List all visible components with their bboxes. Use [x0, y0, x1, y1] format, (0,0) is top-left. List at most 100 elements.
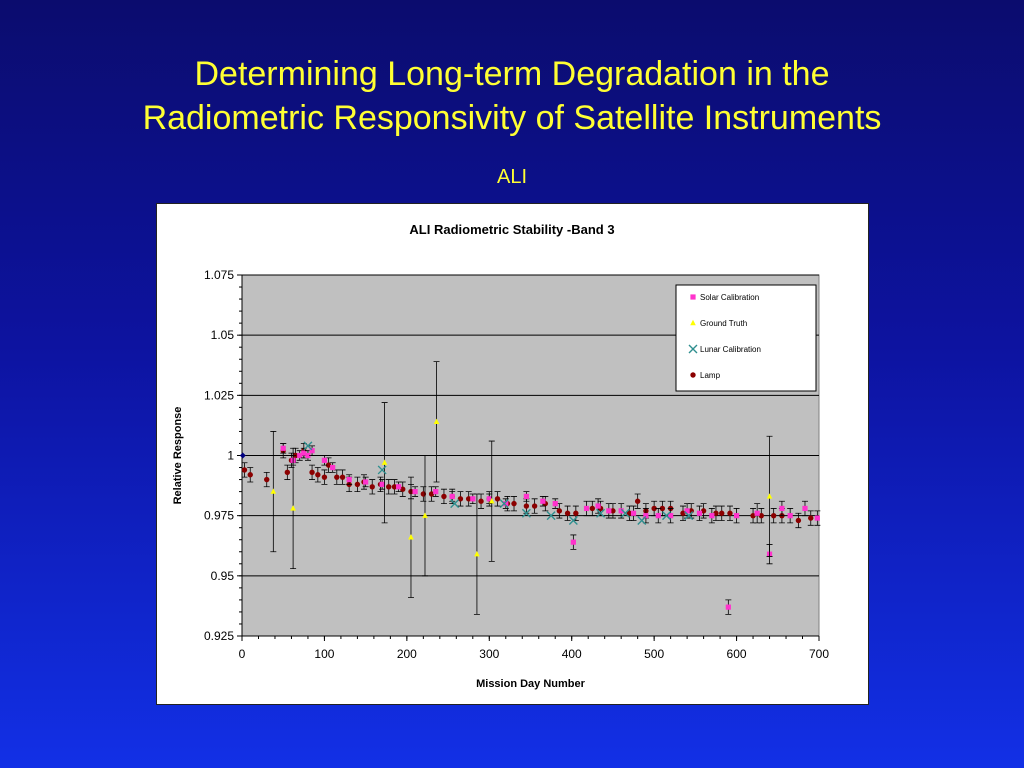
x-tick-label: 600: [727, 647, 747, 661]
lunar-calibration-point: [546, 511, 556, 521]
lamp-point: [758, 512, 764, 519]
solar-calibration-point: [754, 510, 760, 516]
legend-marker-ground-truth: [690, 319, 696, 326]
lamp-point: [339, 474, 346, 480]
solar-calibration-point: [396, 484, 402, 490]
lunar-calibration-point: [450, 499, 460, 509]
lunar-calibration-point: [620, 508, 630, 518]
ground-truth-point: [422, 512, 428, 518]
ground-truth-point: [433, 418, 440, 425]
lamp-point: [719, 510, 725, 516]
solar-calibration-point: [470, 496, 476, 502]
solar-calibration-point: [696, 510, 703, 516]
solar-calibration-point: [606, 508, 612, 514]
lunar-calibration-point: [637, 515, 647, 525]
lunar-calibration-point: [662, 511, 672, 521]
lamp-point: [247, 472, 253, 478]
lamp-point: [441, 493, 447, 500]
solar-calibration-point: [433, 489, 439, 495]
lamp-point: [750, 512, 756, 519]
ground-truth-point: [474, 550, 480, 557]
solar-calibration-point: [346, 476, 352, 483]
solar-calibration-point: [503, 501, 509, 507]
x-tick-label: 400: [562, 647, 582, 661]
chart-title: ALI Radiometric Stability -Band 3: [409, 222, 614, 237]
solar-calibration-point: [630, 510, 637, 516]
lamp-point: [428, 491, 435, 497]
ground-truth-point: [766, 493, 773, 499]
legend-label-solar-calibration: Solar Calibration: [700, 293, 759, 302]
y-tick-label: 0.925: [204, 629, 234, 643]
x-tick-label: 0: [239, 647, 246, 661]
lamp-point: [700, 508, 707, 514]
legend-box: [675, 284, 817, 392]
lamp-point: [564, 510, 571, 516]
lunar-calibration-point: [568, 515, 578, 525]
y-tick-label: 1.075: [204, 268, 234, 282]
y-tick-label: 0.975: [204, 509, 234, 523]
lamp-point: [284, 469, 291, 476]
lamp-point: [573, 510, 579, 516]
lunar-calibration-point: [303, 441, 313, 451]
lamp-point: [727, 510, 733, 516]
legend-marker-solar-calibration: [690, 294, 696, 300]
lunar-calibration-point: [521, 508, 531, 518]
x-tick-label: 500: [644, 647, 664, 661]
lamp-point: [659, 505, 666, 512]
x-tick-label: 700: [809, 647, 829, 661]
solar-calibration-point: [412, 489, 418, 495]
lamp-point: [391, 484, 398, 490]
solar-calibration-point: [618, 508, 624, 514]
solar-calibration-point: [725, 604, 731, 610]
lamp-point: [531, 503, 538, 509]
solar-calibration-point: [552, 501, 558, 507]
x-tick-label: 300: [479, 647, 499, 661]
solar-calibration-point: [321, 457, 328, 463]
y-tick-label: 0.95: [211, 569, 235, 583]
lamp-point: [589, 505, 596, 512]
solar-calibration-point: [309, 448, 315, 454]
solar-calibration-point: [486, 496, 492, 502]
initial-point-point: [239, 452, 246, 459]
lamp-point: [808, 515, 814, 521]
solar-calibration-point: [330, 464, 336, 471]
lamp-point: [770, 512, 777, 519]
lamp-point: [680, 510, 686, 516]
solar-calibration-point: [787, 513, 793, 519]
solar-calibration-point: [379, 481, 385, 487]
lamp-point: [309, 469, 315, 476]
solar-calibration-point: [595, 503, 601, 509]
legend-marker-lamp: [690, 372, 696, 378]
ground-truth-point: [408, 534, 414, 540]
lamp-point: [400, 486, 406, 492]
lamp-point: [626, 510, 633, 516]
solar-calibration-point: [449, 493, 455, 500]
lamp-point: [511, 500, 517, 507]
lamp-point: [325, 462, 332, 468]
lunar-calibration-point: [596, 508, 606, 518]
y-axis-title: Relative Response: [172, 407, 184, 505]
lamp-point: [795, 517, 802, 524]
solar-calibration-point: [802, 505, 808, 512]
lamp-point: [264, 476, 270, 483]
lamp-point: [610, 508, 616, 514]
y-tick-label: 1.05: [211, 328, 235, 342]
solar-calibration-point: [668, 513, 674, 519]
lamp-point: [634, 498, 641, 504]
legend-label-lunar-calibration: Lunar Calibration: [700, 345, 761, 354]
lamp-point: [354, 481, 361, 488]
lamp-point: [315, 472, 321, 478]
solar-calibration-point: [814, 515, 820, 521]
solar-calibration-point: [305, 452, 311, 459]
legend-label-ground-truth: Ground Truth: [700, 319, 747, 328]
lamp-point: [523, 503, 530, 509]
solar-calibration-point: [523, 493, 529, 500]
slide-title-line1: Determining Long-term Degradation in the: [194, 55, 830, 93]
solar-calibration-point: [583, 505, 590, 512]
solar-calibration-point: [655, 513, 661, 519]
lamp-point: [321, 474, 328, 480]
lunar-calibration-point: [377, 465, 387, 475]
lamp-point: [369, 484, 375, 490]
lunar-calibration-point: [684, 511, 694, 521]
solar-calibration-point: [779, 505, 785, 512]
